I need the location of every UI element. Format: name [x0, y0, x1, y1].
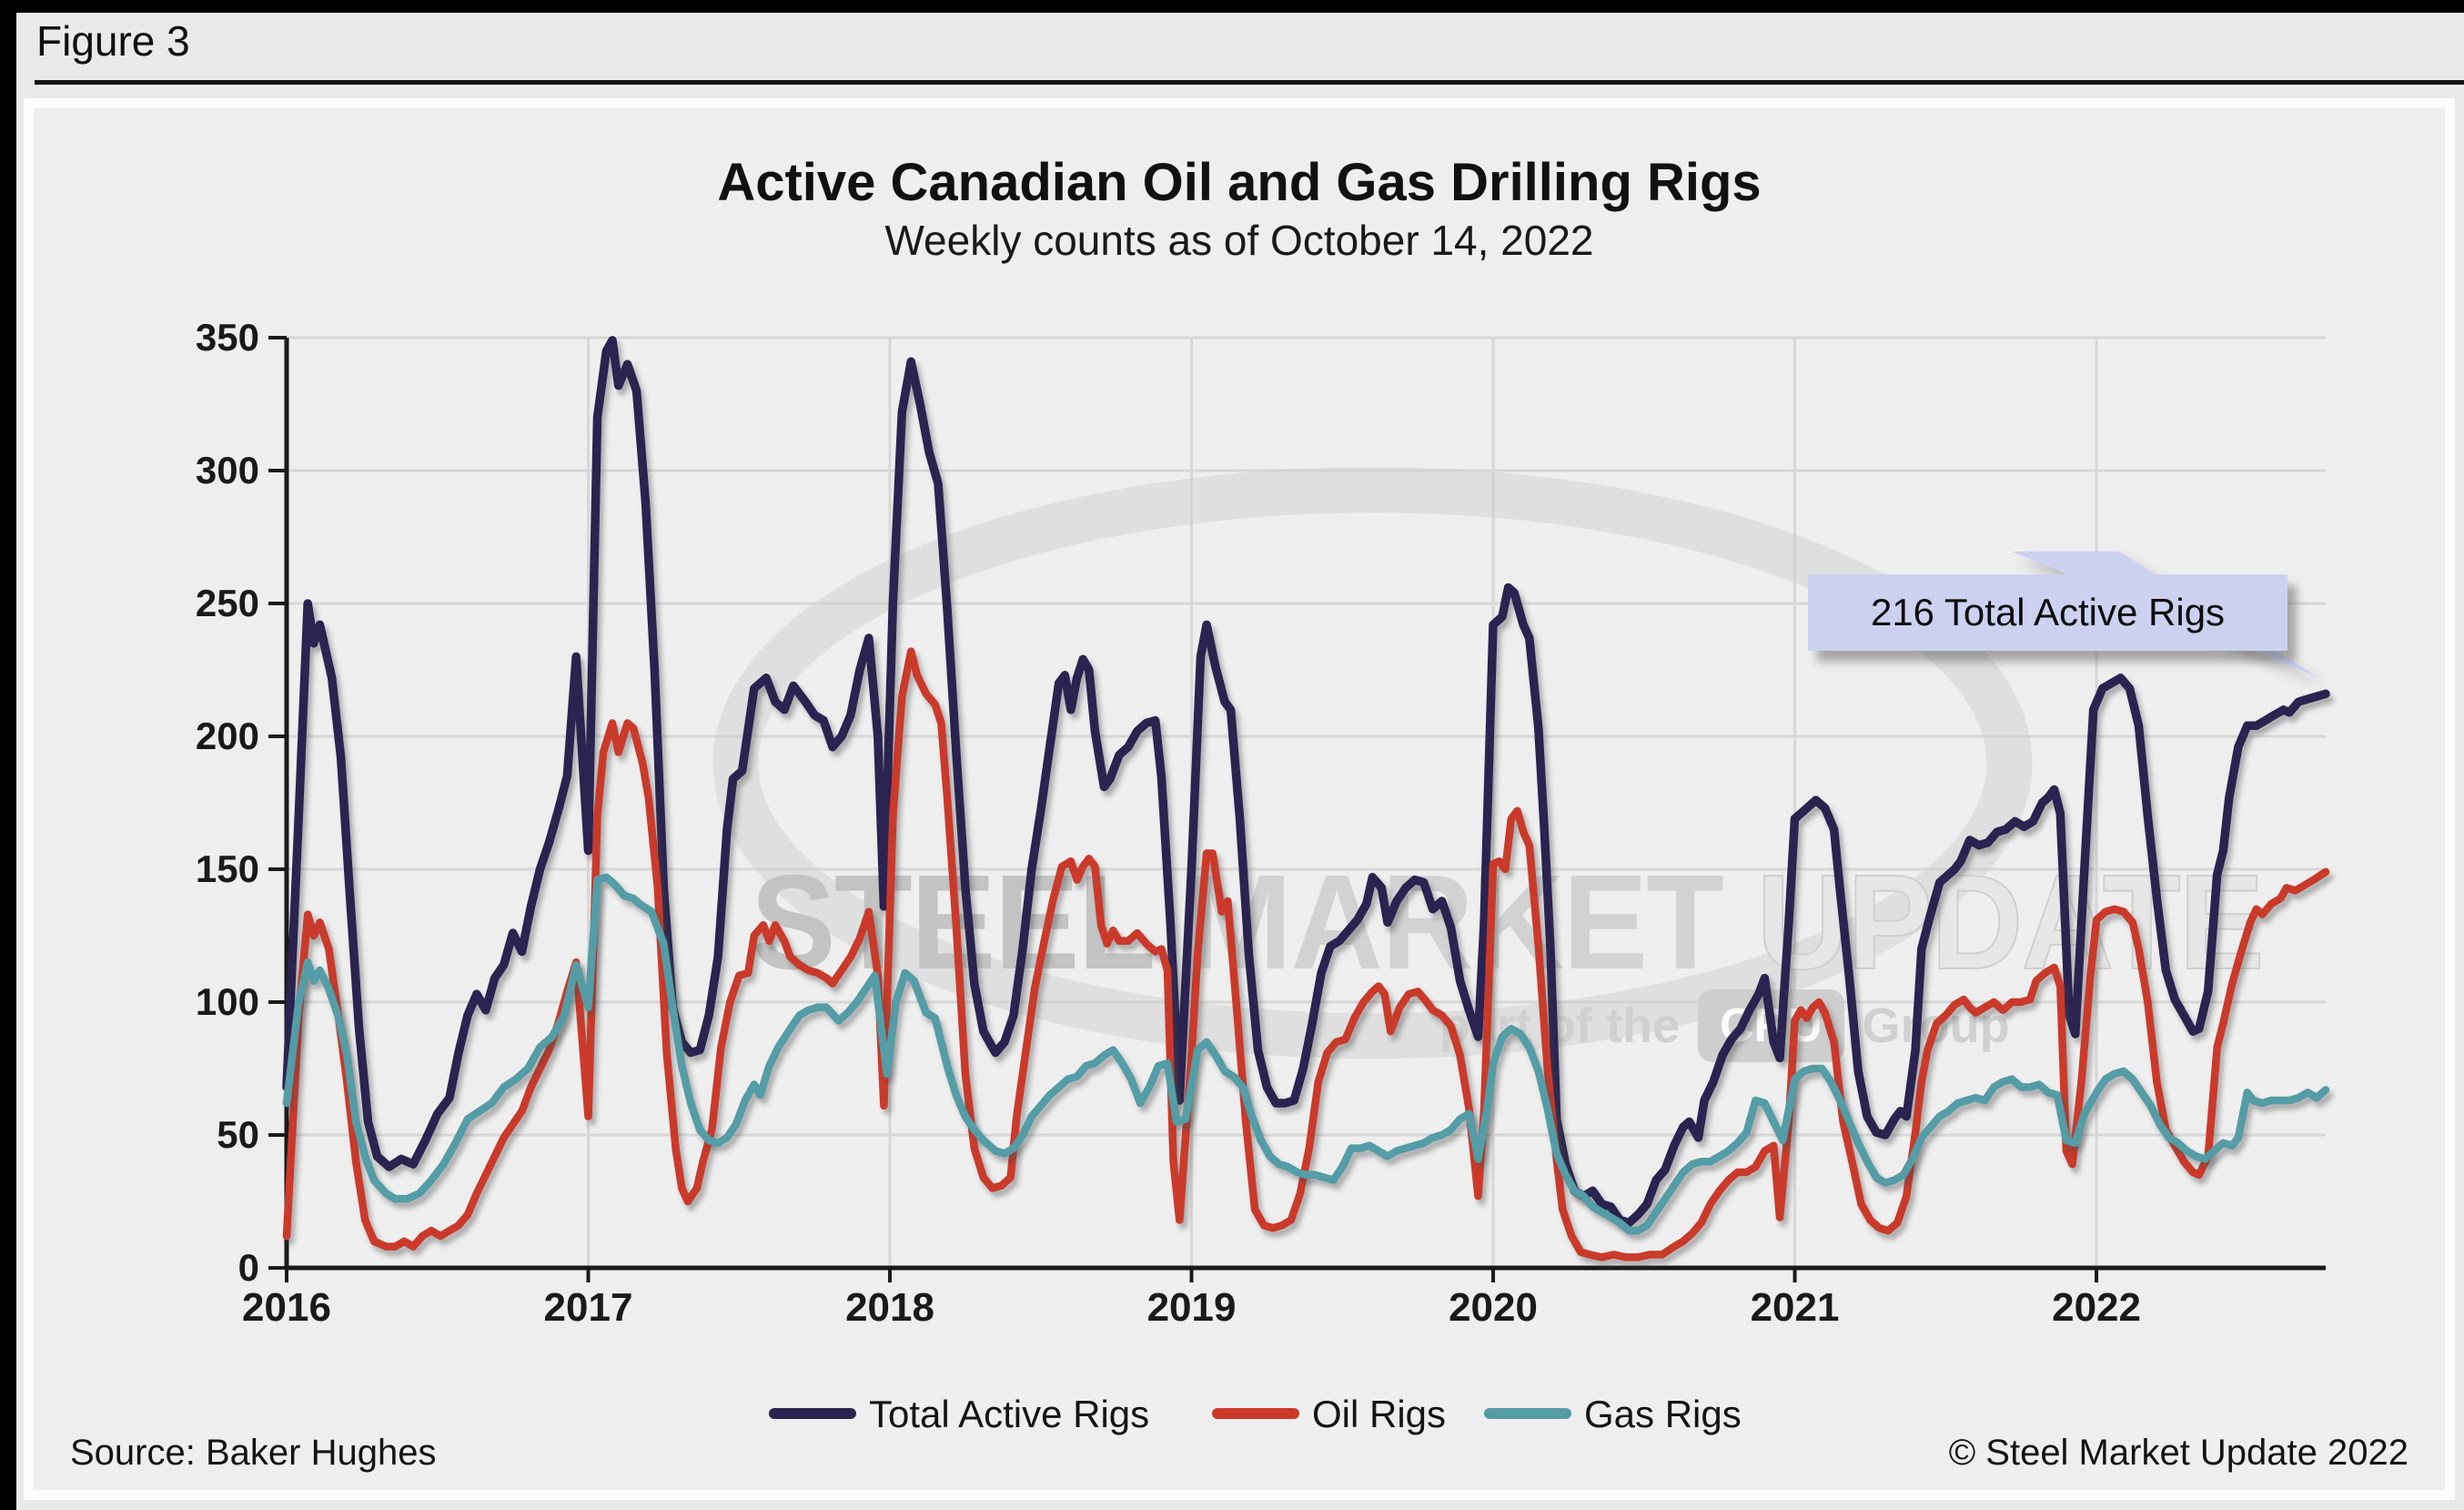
x-axis-tick-label: 2021	[1750, 1285, 1840, 1330]
figure-label: Figure 3	[36, 17, 190, 65]
x-axis-tick-label: 2020	[1449, 1285, 1538, 1330]
y-axis-tick-label: 50	[217, 1113, 259, 1156]
chart-subtitle: Weekly counts as of October 14, 2022	[884, 217, 1594, 264]
top-border	[0, 0, 2464, 13]
chart-legend: Total Active Rigs Oil Rigs Gas Rigs	[34, 1383, 2445, 1446]
y-axis-tick-label: 100	[195, 980, 259, 1023]
annotation-callout-box: 216 Total Active Rigs	[1808, 574, 2287, 651]
y-axis-tick-label: 150	[195, 847, 259, 890]
legend-label-oil-rigs: Oil Rigs	[1312, 1393, 1447, 1435]
left-border	[0, 0, 16, 1510]
series-line-oil-rigs	[282, 647, 2330, 1262]
legend-swatch-gas-rigs	[1484, 1408, 1571, 1419]
x-axis-tick-label: 2019	[1146, 1285, 1237, 1330]
annotation-text: 216 Total Active Rigs	[1870, 591, 2226, 633]
y-axis-tick-label: 300	[195, 449, 259, 492]
y-axis-tick-label: 250	[195, 582, 259, 624]
legend-swatch-oil-rigs	[1212, 1408, 1299, 1419]
series-line-gas-rigs	[282, 873, 2330, 1235]
series-line-total-active-rigs	[282, 336, 2330, 1228]
legend-swatch-total-active-rigs	[769, 1408, 856, 1419]
y-axis-tick-label: 350	[195, 316, 259, 359]
source-note: Source: Baker Hughes	[70, 1433, 437, 1473]
chart-series-lines	[282, 336, 2330, 1262]
copyright-note: © Steel Market Update 2022	[1948, 1433, 2408, 1473]
y-axis-tick-label: 0	[237, 1246, 259, 1289]
x-axis-tick-label: 2017	[543, 1285, 633, 1330]
chart-title: Active Canadian Oil and Gas Drilling Rig…	[717, 153, 1762, 212]
legend-label-total-active-rigs: Total Active Rigs	[869, 1393, 1150, 1435]
chart-panel: Active Canadian Oil and Gas Drilling Rig…	[24, 98, 2455, 1500]
legend-label-gas-rigs: Gas Rigs	[1584, 1393, 1742, 1435]
y-axis-tick-label: 200	[195, 714, 259, 757]
figure-rule-divider	[35, 80, 2464, 85]
x-axis-tick-label: 2016	[242, 1285, 331, 1330]
x-axis-tick-label: 2018	[845, 1285, 934, 1330]
x-axis-tick-label: 2022	[2052, 1285, 2141, 1330]
